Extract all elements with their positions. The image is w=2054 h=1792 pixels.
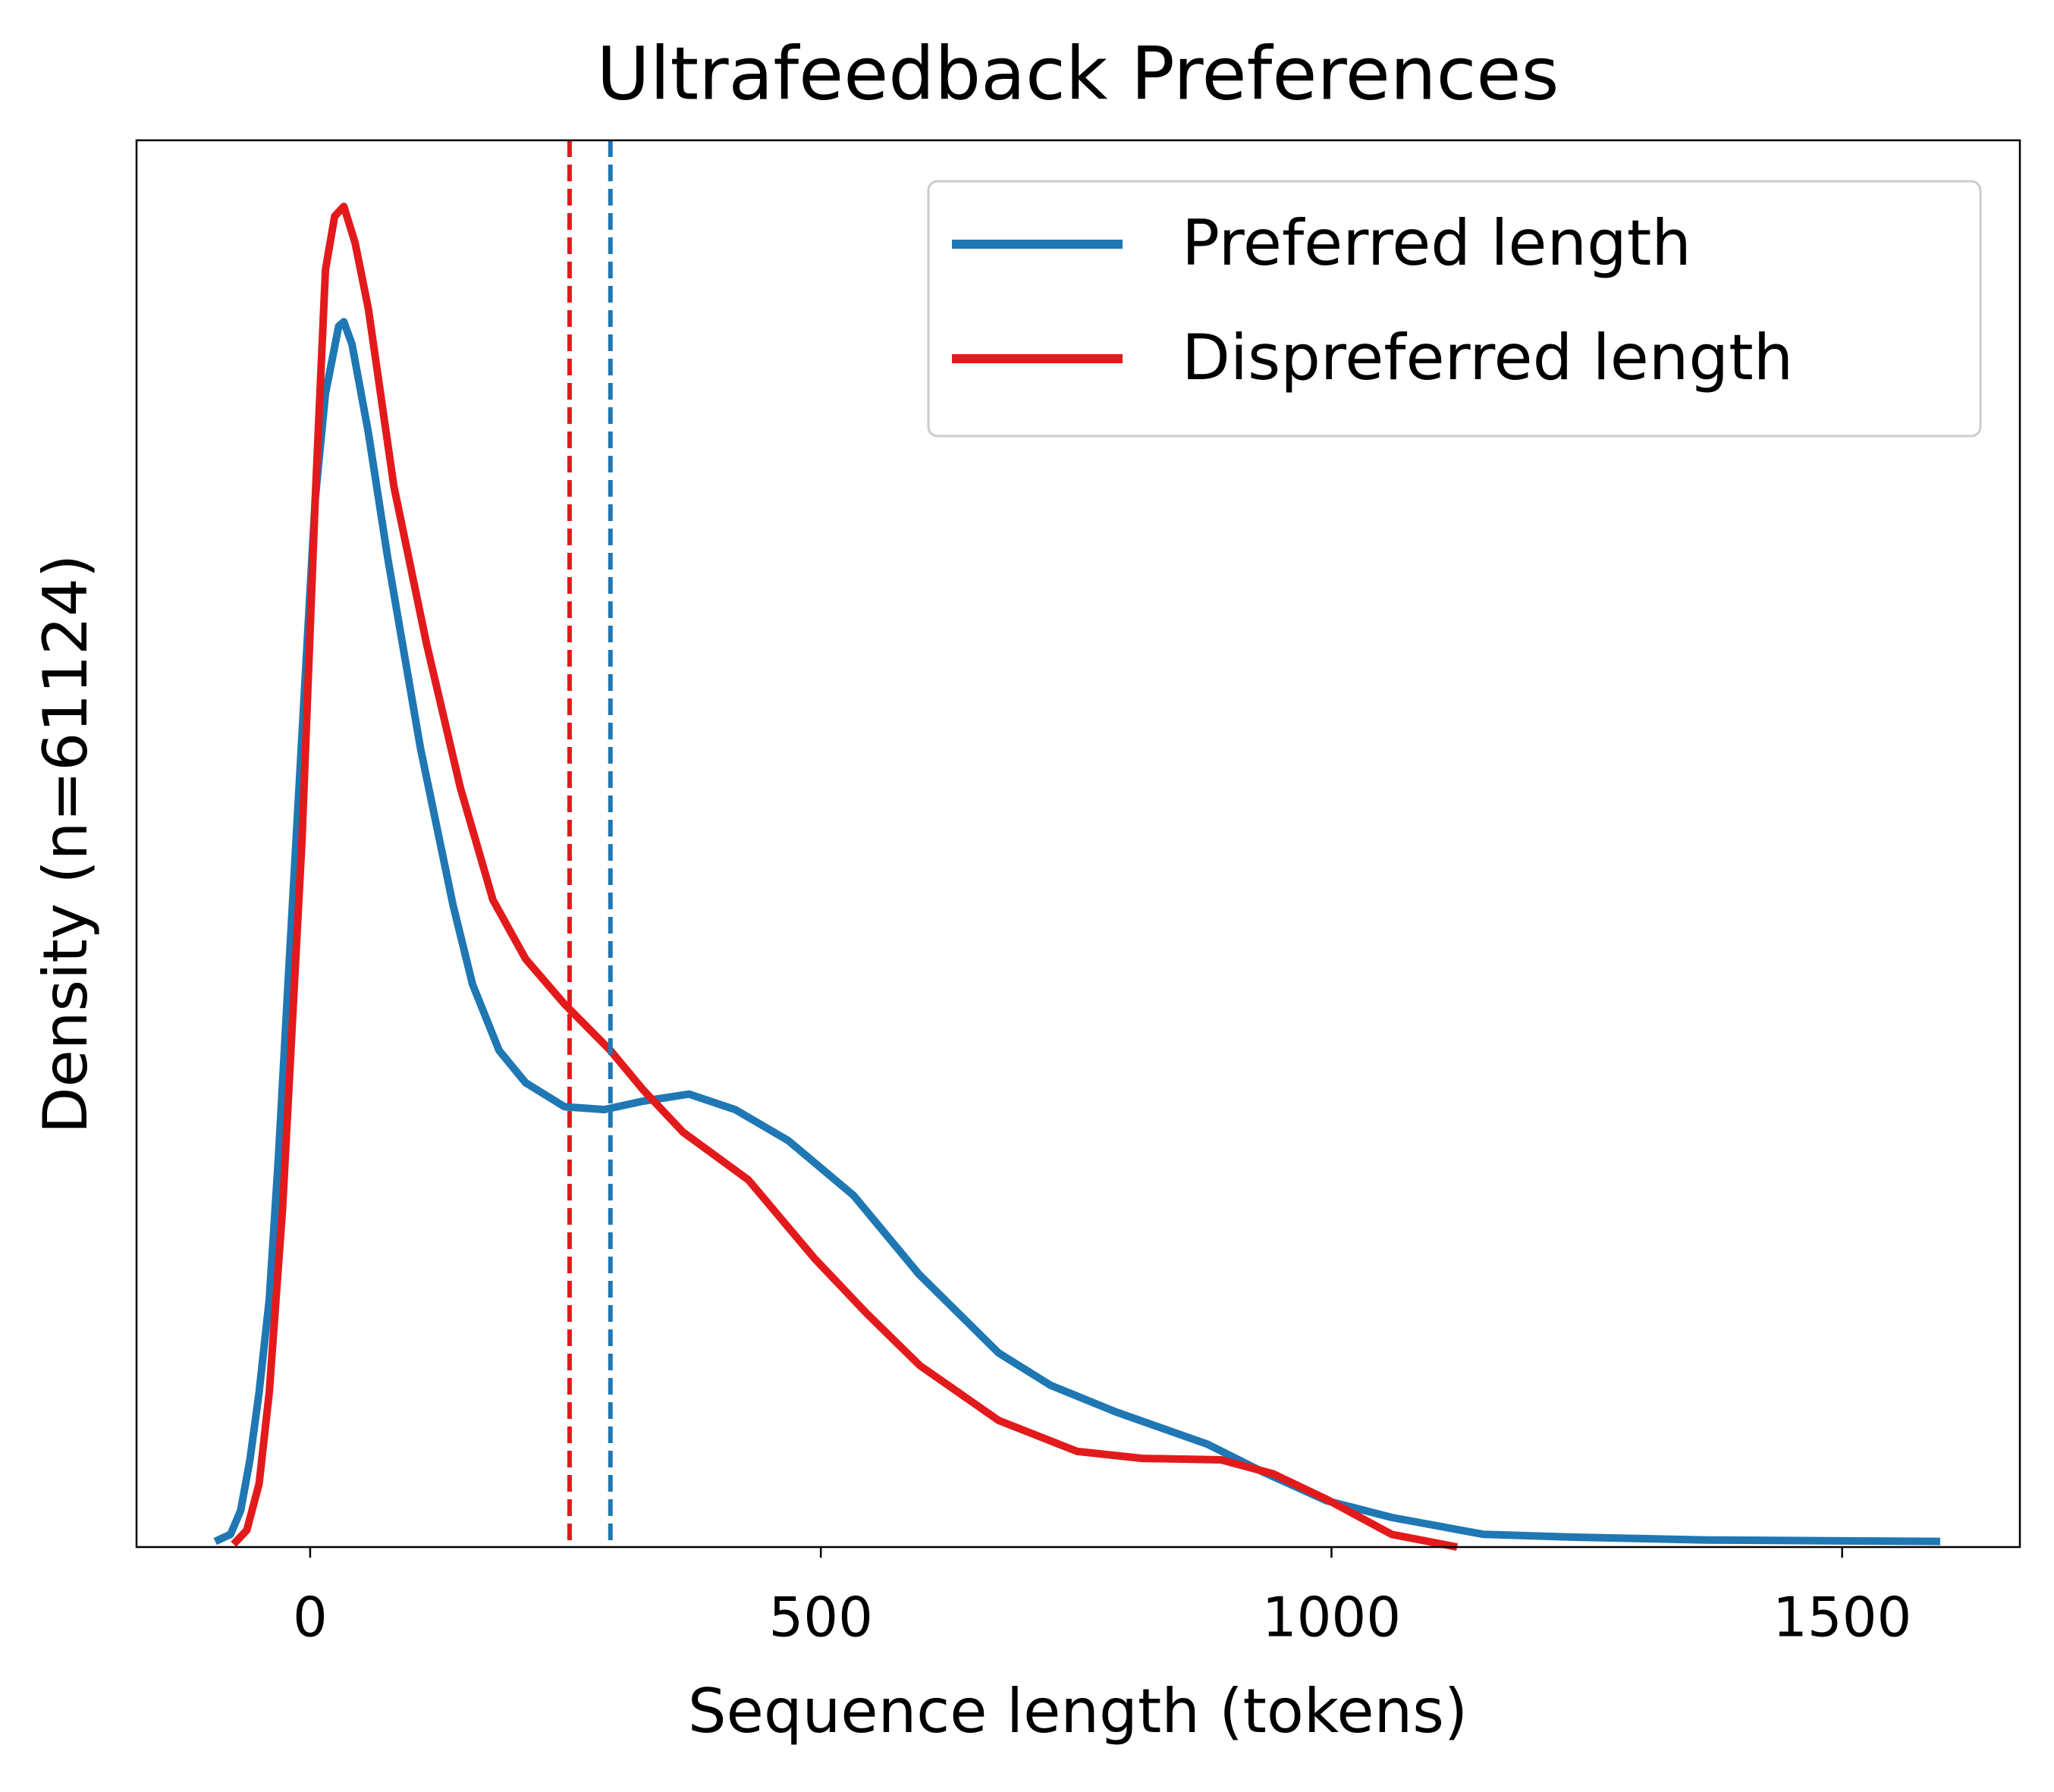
x-tick-label: 1500 [1773, 1586, 1911, 1649]
x-tick-label: 1000 [1262, 1586, 1401, 1649]
x-tick-label: 500 [768, 1586, 872, 1649]
line-series [231, 202, 1459, 1551]
x-tick-label: 0 [293, 1586, 328, 1649]
plot-frame [135, 139, 2021, 1549]
chart-title: Ultrafeedback Preferences [597, 31, 1559, 116]
y-axis-label: Density (n=61124) [30, 554, 101, 1134]
legend-box [927, 180, 1982, 438]
x-axis-label: Sequence length (tokens) [688, 1676, 1468, 1746]
legend-label: Dispreferred length [1182, 321, 1793, 394]
legend-label: Preferred length [1182, 206, 1691, 280]
line-series [213, 318, 1941, 1546]
